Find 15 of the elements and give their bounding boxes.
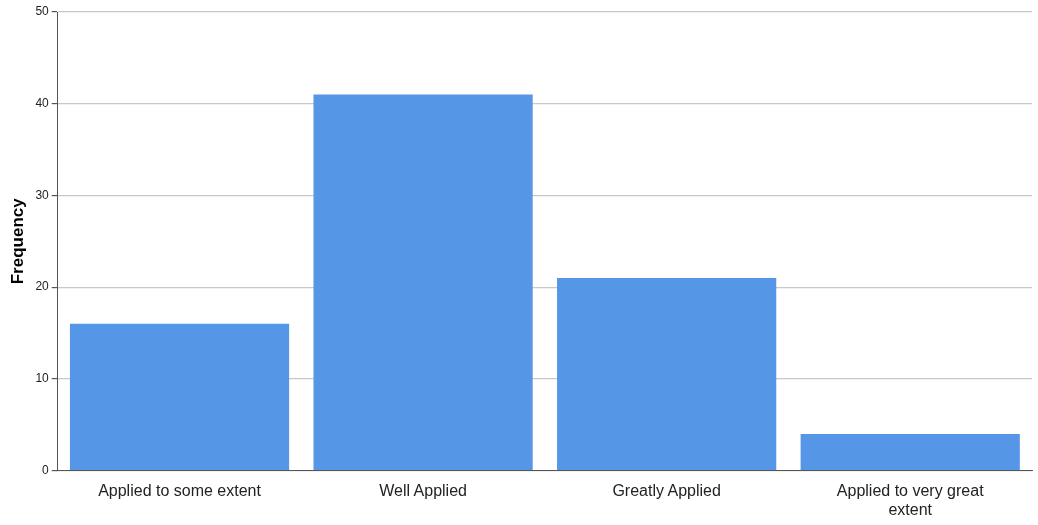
bar xyxy=(69,323,290,470)
y-tick-label: 40 xyxy=(35,96,50,111)
x-tick-label: Applied to very great extent xyxy=(836,481,985,518)
bar xyxy=(800,433,1020,470)
x-tick-label: Well Applied xyxy=(379,481,467,499)
bar xyxy=(313,94,533,470)
y-tick-label: 20 xyxy=(35,279,50,294)
y-tick-label: 50 xyxy=(35,4,50,19)
bar xyxy=(557,277,777,470)
x-tick-label: Greatly Applied xyxy=(612,481,721,499)
y-axis-title: Frequency xyxy=(7,197,27,285)
x-tick-label: Applied to some extent xyxy=(98,481,262,499)
y-tick-label: 0 xyxy=(42,462,50,477)
y-tick-label: 30 xyxy=(35,187,50,202)
y-tick-label: 10 xyxy=(35,371,50,386)
